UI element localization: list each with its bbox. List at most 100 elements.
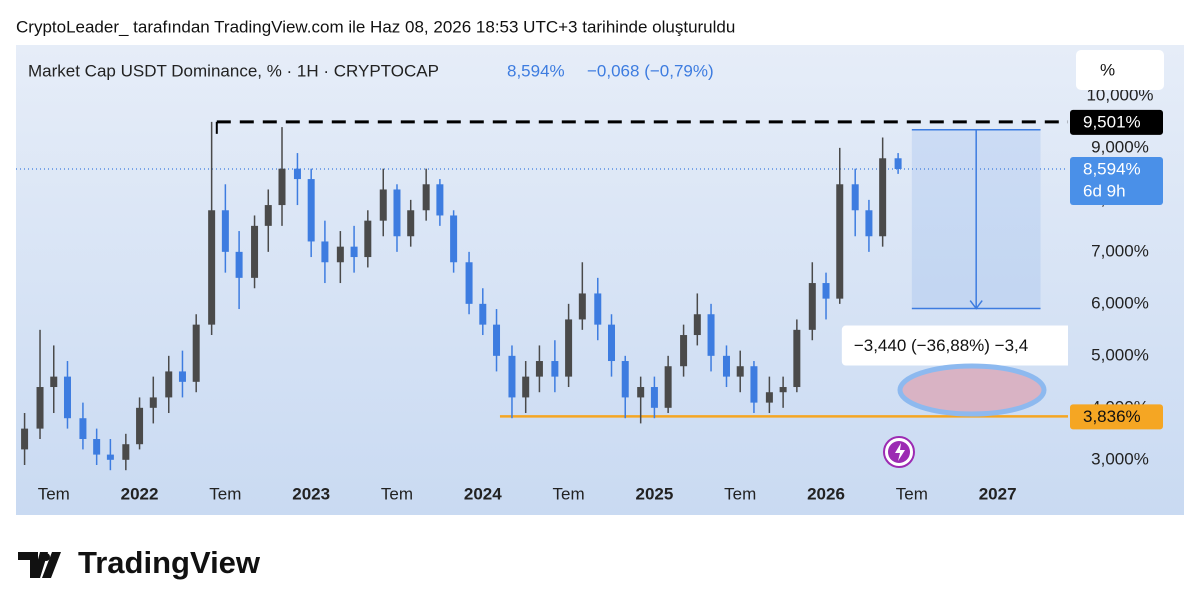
scale-mode[interactable]: %	[1100, 60, 1115, 79]
candle-body	[364, 220, 372, 258]
candle-body	[465, 262, 473, 304]
candle-body	[851, 184, 859, 211]
logo-text: TradingView	[78, 545, 261, 580]
measure-label-bg	[841, 325, 1068, 366]
candle-body	[493, 324, 501, 356]
candle-body	[836, 184, 844, 299]
x-tick-label: 2023	[292, 484, 330, 503]
candle-body	[680, 335, 688, 367]
candle-body	[192, 324, 200, 382]
candle-body	[865, 210, 873, 237]
candle-body	[578, 293, 586, 320]
candle-body	[707, 314, 715, 356]
candle-body	[136, 407, 144, 445]
candle-body	[808, 283, 816, 330]
candle-body	[79, 418, 87, 440]
candle-body	[221, 210, 229, 252]
candle-body	[93, 439, 101, 455]
legend-price: 8,594%	[507, 61, 565, 80]
candle-body	[750, 366, 758, 403]
candle-body	[894, 158, 902, 169]
measure-arrowhead	[969, 300, 983, 310]
candle-body	[393, 189, 401, 237]
candle-body	[551, 361, 559, 377]
candle-body	[63, 376, 71, 419]
candle-body	[693, 314, 701, 336]
y-tick-label: 6,000%	[1091, 293, 1149, 312]
x-tick-label: Tem	[896, 484, 928, 503]
candle-body	[664, 366, 672, 408]
candle-body	[479, 303, 487, 325]
candle-body	[608, 324, 616, 362]
candle-body	[621, 361, 629, 398]
candle-body	[436, 184, 444, 216]
candle-body	[336, 246, 344, 263]
candle-body	[36, 387, 44, 429]
y-tick-label: 10,000%	[1086, 85, 1153, 104]
candle-body	[822, 283, 830, 299]
y-tick-label: 9,000%	[1091, 137, 1149, 156]
price-badge-label: 9,501%	[1083, 112, 1141, 131]
candle-body	[879, 158, 887, 237]
candle-body	[106, 454, 114, 460]
x-tick-label: 2022	[121, 484, 159, 503]
candle-body	[765, 392, 773, 403]
candle-body	[278, 168, 286, 206]
price-badge	[1070, 109, 1163, 135]
header: CryptoLeader_ tarafından TradingView.com…	[16, 17, 735, 36]
price-badge-label: 3,836%	[1083, 407, 1141, 426]
legend-change: −0,068 (−0,79%)	[587, 61, 714, 80]
x-tick-label: 2027	[979, 484, 1017, 503]
candle-body	[21, 428, 29, 450]
scale-mode-button[interactable]	[1076, 50, 1164, 90]
candle-body	[736, 366, 744, 377]
x-tick-label: Tem	[381, 484, 413, 503]
candle-body	[379, 189, 387, 221]
candle-body	[508, 355, 516, 398]
candle-body	[594, 293, 602, 325]
legend-title: Market Cap USDT Dominance, % · 1H · CRYP…	[28, 61, 439, 80]
candle-body	[50, 376, 58, 388]
flash-icon[interactable]	[883, 436, 915, 468]
y-tick-label: 5,000%	[1091, 345, 1149, 364]
candle-body	[251, 225, 259, 278]
candle-body	[779, 387, 787, 393]
candle-body	[407, 210, 415, 237]
price-badge	[1070, 404, 1163, 430]
candle-body	[450, 215, 458, 263]
x-tick-label: 2024	[464, 484, 502, 503]
candle-body	[208, 210, 216, 325]
candle-body	[350, 246, 358, 258]
candle-body	[565, 319, 573, 377]
y-tick-label: 3,000%	[1091, 449, 1149, 468]
candle-body	[293, 168, 301, 180]
price-badge	[1070, 156, 1163, 205]
logo	[18, 552, 61, 578]
candle-body	[178, 371, 186, 382]
candle-body	[535, 361, 543, 377]
candle-body	[793, 329, 801, 388]
x-tick-label: Tem	[209, 484, 241, 503]
candle-body	[165, 371, 173, 398]
candle-body	[235, 251, 243, 278]
measure-label: −3,440 (−36,88%) −3,4	[854, 336, 1028, 355]
candle-body	[149, 397, 157, 408]
candle-body	[264, 205, 272, 226]
x-tick-label: Tem	[724, 484, 756, 503]
ellipse-drawing	[897, 363, 1047, 417]
candle-body	[321, 241, 329, 263]
x-tick-label: 2025	[635, 484, 673, 503]
price-badge-label: 8,594%	[1083, 159, 1141, 178]
candle-body	[722, 355, 730, 377]
candle-body	[637, 387, 645, 398]
x-tick-label: 2026	[807, 484, 845, 503]
x-tick-label: Tem	[553, 484, 585, 503]
countdown: 6d 9h	[1083, 181, 1126, 200]
candle-body	[650, 387, 658, 408]
candle-body	[422, 184, 430, 211]
candle-body	[122, 444, 130, 460]
x-tick-label: Tem	[38, 484, 70, 503]
candle-body	[307, 179, 315, 242]
y-tick-label: 7,000%	[1091, 241, 1149, 260]
